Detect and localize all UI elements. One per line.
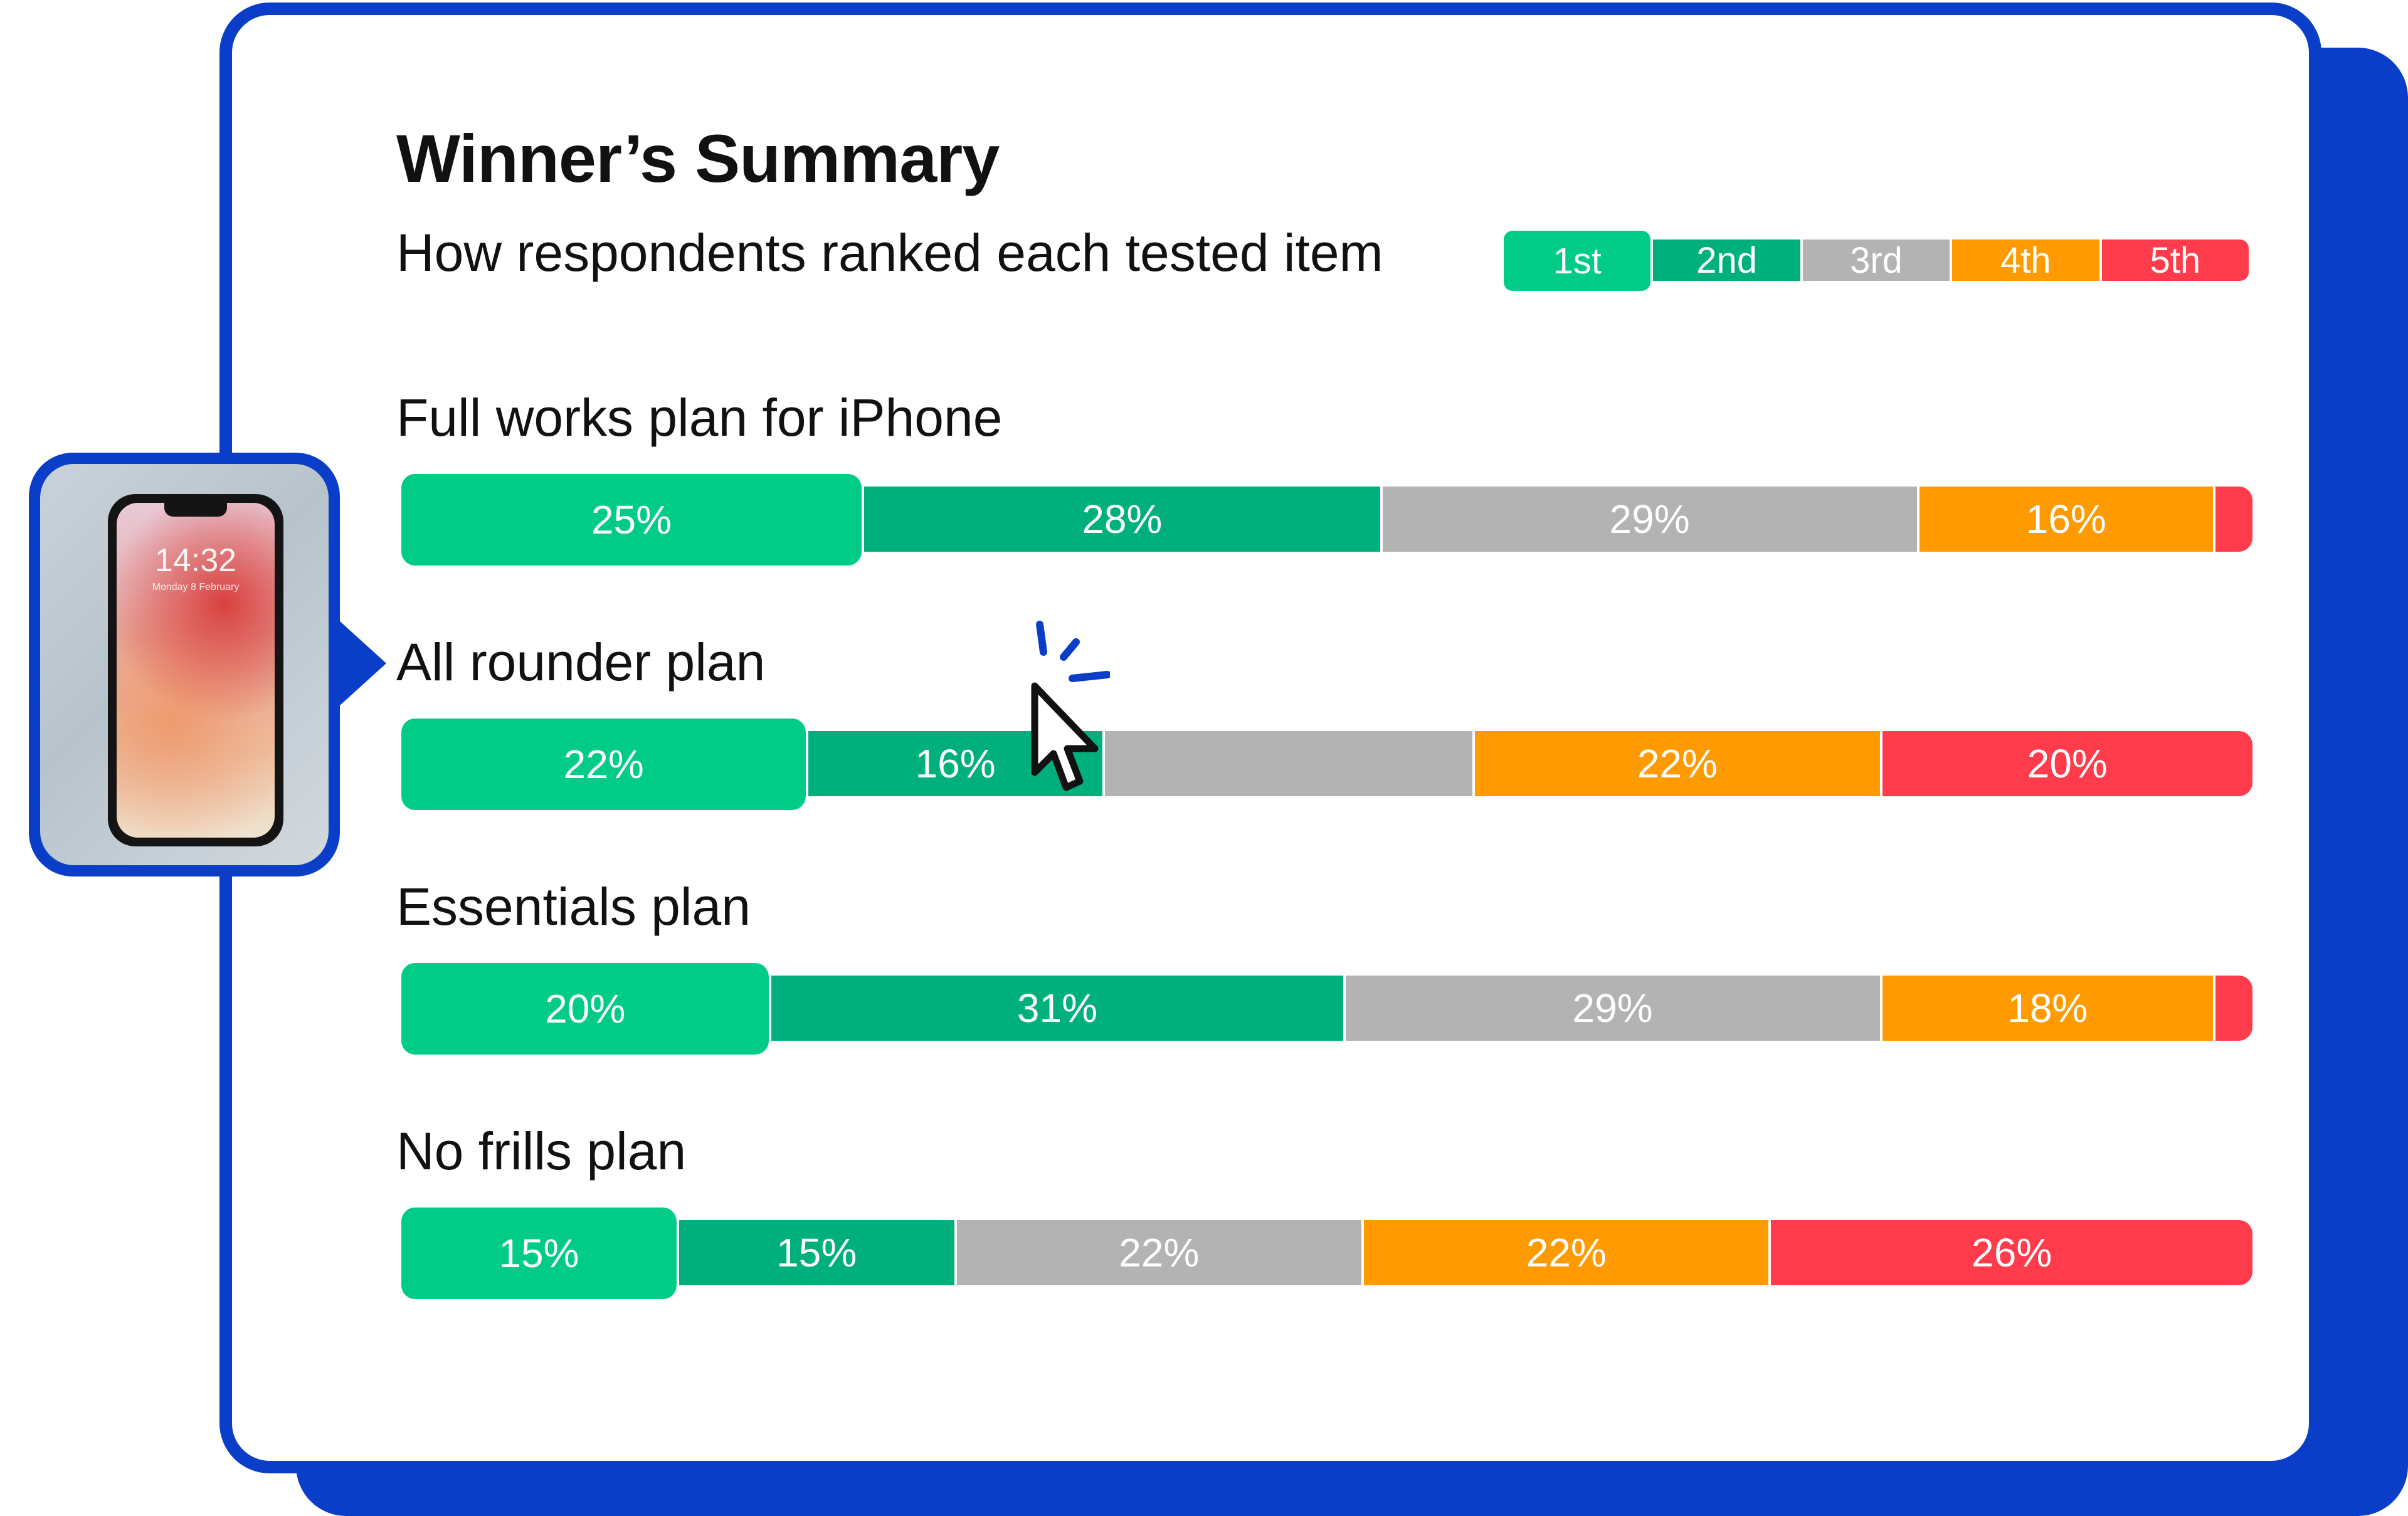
segment-value-label: 16% — [915, 741, 996, 786]
rank-legend: 1st 2nd 3rd 4th 5th — [1504, 231, 2408, 291]
segment-value-label: 22% — [1526, 1230, 1607, 1275]
bar-segment-2nd[interactable]: 28% — [864, 487, 1380, 552]
legend-item-3rd: 3rd — [1802, 240, 1950, 281]
legend-item-5th: 5th — [2101, 240, 2249, 281]
segment-value-label: 22% — [1637, 741, 1718, 786]
mouse-pointer-icon — [1031, 621, 1110, 791]
segment-value-label: 29% — [1609, 497, 1690, 542]
phone-photo: 14:32 Monday 8 February — [40, 464, 329, 865]
stacked-bar[interactable]: 20% 31% 29% 18% — [401, 963, 2252, 1055]
segment-value-label: 31% — [1017, 986, 1097, 1031]
bar-segment-3rd[interactable]: 29% — [1382, 487, 1917, 552]
bar-segment-1st[interactable]: 22% — [401, 719, 806, 810]
bar-segment-1st[interactable]: 15% — [401, 1208, 677, 1299]
smartphone-photo: 14:32 Monday 8 February — [108, 494, 283, 846]
click-burst-icon — [1036, 621, 1110, 682]
row-label: No frills plan — [396, 1122, 687, 1181]
bar-segment-5th[interactable] — [2215, 976, 2252, 1041]
segment-value-label: 22% — [563, 742, 644, 787]
bar-segment-3rd[interactable]: 22% — [956, 1220, 1362, 1285]
segment-value-label: 29% — [1572, 986, 1653, 1031]
bar-segment-5th[interactable]: 26% — [1771, 1220, 2252, 1285]
phone-callout: 14:32 Monday 8 February — [29, 453, 340, 876]
bar-segment-2nd[interactable]: 31% — [771, 976, 1343, 1041]
segment-value-label: 28% — [1082, 497, 1163, 542]
chart-title: Winner’s Summary — [396, 120, 1000, 196]
callout-pointer — [332, 614, 386, 712]
legend-item-2nd: 2nd — [1653, 240, 1800, 281]
bar-segment-4th[interactable]: 18% — [1882, 976, 2213, 1041]
phone-notch — [164, 503, 227, 517]
row-label: All rounder plan — [396, 633, 766, 692]
segment-value-label: 22% — [1119, 1230, 1200, 1275]
legend-item-4th: 4th — [1952, 240, 2099, 281]
segment-value-label: 15% — [499, 1231, 579, 1276]
segment-value-label: 16% — [2025, 497, 2106, 542]
phone-lockscreen-date: Monday 8 February — [152, 582, 240, 592]
row-label: Essentials plan — [396, 877, 751, 936]
bar-segment-1st[interactable]: 20% — [401, 963, 769, 1055]
bar-segment-3rd[interactable] — [1104, 731, 1473, 796]
chart-subtitle: How respondents ranked each tested item — [396, 223, 1383, 282]
stacked-bar[interactable]: 25% 28% 29% 16% — [401, 474, 2252, 566]
bar-segment-5th[interactable]: 20% — [1882, 731, 2252, 796]
segment-value-label: 20% — [545, 986, 626, 1031]
stacked-bar[interactable]: 22% 16% 22% 20% — [401, 719, 2252, 810]
stacked-bar[interactable]: 15% 15% 22% 22% 26% — [401, 1208, 2252, 1299]
row-label: Full works plan for iPhone — [396, 388, 1003, 447]
bar-segment-4th[interactable]: 22% — [1364, 1220, 1769, 1285]
segment-value-label: 18% — [2007, 986, 2088, 1031]
phone-lockscreen-time: 14:32 — [154, 542, 237, 579]
bar-segment-4th[interactable]: 16% — [1919, 487, 2213, 552]
phone-screen: 14:32 Monday 8 February — [117, 503, 275, 838]
segment-value-label: 25% — [591, 497, 672, 542]
bar-segment-5th[interactable] — [2215, 487, 2252, 552]
segment-value-label: 15% — [776, 1230, 857, 1275]
segment-value-label: 20% — [2027, 741, 2108, 786]
legend-item-1st: 1st — [1504, 231, 1651, 291]
bar-segment-3rd[interactable]: 29% — [1345, 976, 1880, 1041]
bar-segment-2nd[interactable]: 15% — [679, 1220, 954, 1285]
bar-segment-4th[interactable]: 22% — [1475, 731, 1880, 796]
bar-segment-1st[interactable]: 25% — [401, 474, 862, 566]
segment-value-label: 26% — [1972, 1230, 2052, 1275]
